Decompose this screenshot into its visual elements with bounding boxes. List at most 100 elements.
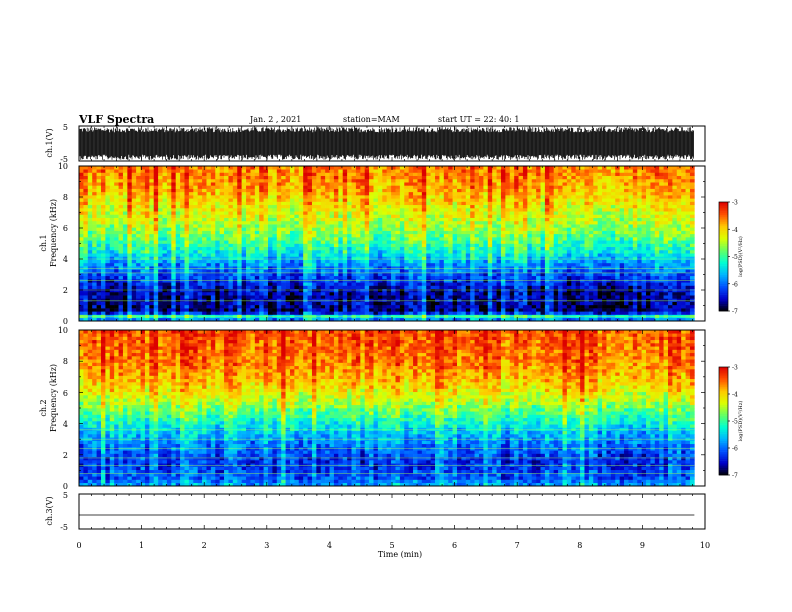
spectrogram-cell	[571, 298, 576, 302]
spectrogram-cell	[637, 275, 642, 280]
spectrogram-cell	[250, 217, 256, 222]
spectrogram-cell	[237, 298, 242, 302]
spectrogram-cell	[118, 275, 124, 280]
spectrogram-cell	[505, 301, 511, 306]
spectrogram-cell	[184, 269, 190, 273]
spectrogram-cell	[96, 311, 102, 315]
spectrogram-cell	[575, 233, 581, 238]
spectrogram-cell	[127, 237, 133, 241]
spectrogram-cell	[250, 253, 256, 257]
spectrogram-cell	[593, 246, 598, 251]
spectrogram-cell	[681, 256, 686, 260]
spectrogram-cell	[96, 266, 102, 270]
spectrogram-cell	[654, 207, 660, 212]
spectrogram-cell	[96, 291, 102, 296]
spectrogram-cell	[92, 253, 97, 257]
spectrogram-cell	[140, 285, 146, 290]
spectrogram-cell	[144, 240, 150, 244]
spectrogram-cell	[276, 204, 282, 209]
spectrogram-cell	[100, 285, 106, 290]
spectrogram-cell	[149, 230, 155, 235]
spectrogram-cell	[87, 217, 93, 222]
spectrogram-cell	[689, 217, 695, 222]
spectrogram-cell	[650, 301, 656, 306]
spectrogram-cell	[685, 220, 691, 225]
spectrogram-cell	[500, 285, 506, 290]
spectrogram-cell	[514, 301, 519, 306]
spectrogram-cell	[250, 220, 256, 225]
spectrogram-cell	[457, 295, 462, 299]
spectrogram-cell	[307, 249, 313, 254]
spectrogram-cell	[571, 288, 576, 293]
spectrogram-cell	[637, 230, 642, 235]
spectrogram-cell	[373, 227, 379, 231]
spectrogram-cell	[162, 246, 168, 251]
spectrogram-cell	[122, 256, 128, 260]
spectrogram-cell	[281, 298, 286, 302]
spectrogram-cell	[100, 272, 106, 277]
spectrogram-cell	[672, 211, 678, 215]
spectrogram-cell	[347, 288, 352, 293]
spectrogram-cell	[465, 256, 471, 260]
spectrogram-cell	[347, 214, 352, 218]
spectrogram-cell	[355, 301, 361, 306]
spectrogram-cell	[492, 240, 497, 244]
spectrogram-cell	[628, 295, 634, 299]
spectrogram-cell	[426, 240, 431, 244]
spectrogram-cell	[483, 224, 489, 228]
spectrogram-cell	[689, 230, 695, 235]
spectrogram-cell	[514, 272, 519, 277]
spectrogram-cell	[584, 259, 590, 264]
spectrogram-cell	[202, 217, 207, 222]
spectrogram-cell	[83, 275, 89, 280]
spectrogram-cell	[408, 214, 414, 218]
spectrogram-cell	[333, 227, 339, 231]
spectrogram-cell	[294, 214, 300, 218]
spectrogram-cell	[272, 295, 278, 299]
spectrogram-cell	[329, 308, 335, 312]
spectrogram-cell	[566, 259, 572, 264]
spectrogram-cell	[153, 308, 159, 312]
spectrogram-cell	[527, 266, 533, 270]
spectrogram-cell	[426, 301, 431, 306]
spectrogram-cell	[549, 237, 555, 241]
spectrogram-cell	[566, 291, 572, 296]
spectrogram-cell	[87, 246, 93, 251]
spectrogram-cell	[461, 256, 467, 260]
spectrogram-cell	[215, 259, 220, 264]
spectrogram-cell	[320, 233, 326, 238]
spectrogram-cell	[307, 204, 313, 209]
spectrogram-cell	[105, 217, 111, 222]
spectrogram-cell	[558, 207, 563, 212]
spectrogram-cell	[373, 259, 379, 264]
spectrogram-cell	[487, 249, 493, 254]
spectrogram-cell	[439, 298, 445, 302]
spectrogram-cell	[536, 304, 541, 309]
spectrogram-cell	[404, 204, 409, 209]
spectrogram-cell	[654, 295, 660, 299]
spectrogram-cell	[369, 285, 374, 290]
spectrogram-cell	[114, 272, 119, 277]
spectrogram-cell	[228, 269, 234, 273]
spectrogram-cell	[210, 311, 216, 315]
spectrogram-cell	[303, 295, 308, 299]
spectrogram-cell	[487, 259, 493, 264]
spectrogram-cell	[439, 259, 445, 264]
spectrogram-cell	[478, 240, 484, 244]
spectrogram-cell	[254, 295, 260, 299]
spectrogram-cell	[404, 269, 409, 273]
spectrogram-cell	[228, 256, 234, 260]
spectrogram-cell	[650, 291, 656, 296]
spectrogram-cell	[667, 272, 673, 277]
spectrogram-cell	[641, 217, 647, 222]
spectrogram-cell	[518, 227, 524, 231]
spectrogram-cell	[342, 311, 348, 315]
spectrogram-cell	[421, 246, 427, 251]
spectrogram-cell	[667, 246, 673, 251]
spectrogram-cell	[531, 275, 537, 280]
spectrogram-cell	[320, 317, 326, 322]
spectrogram-cell	[386, 233, 392, 238]
spectrogram-cell	[364, 288, 370, 293]
spectrogram-cell	[276, 233, 282, 238]
spectrogram-cell	[347, 243, 352, 248]
